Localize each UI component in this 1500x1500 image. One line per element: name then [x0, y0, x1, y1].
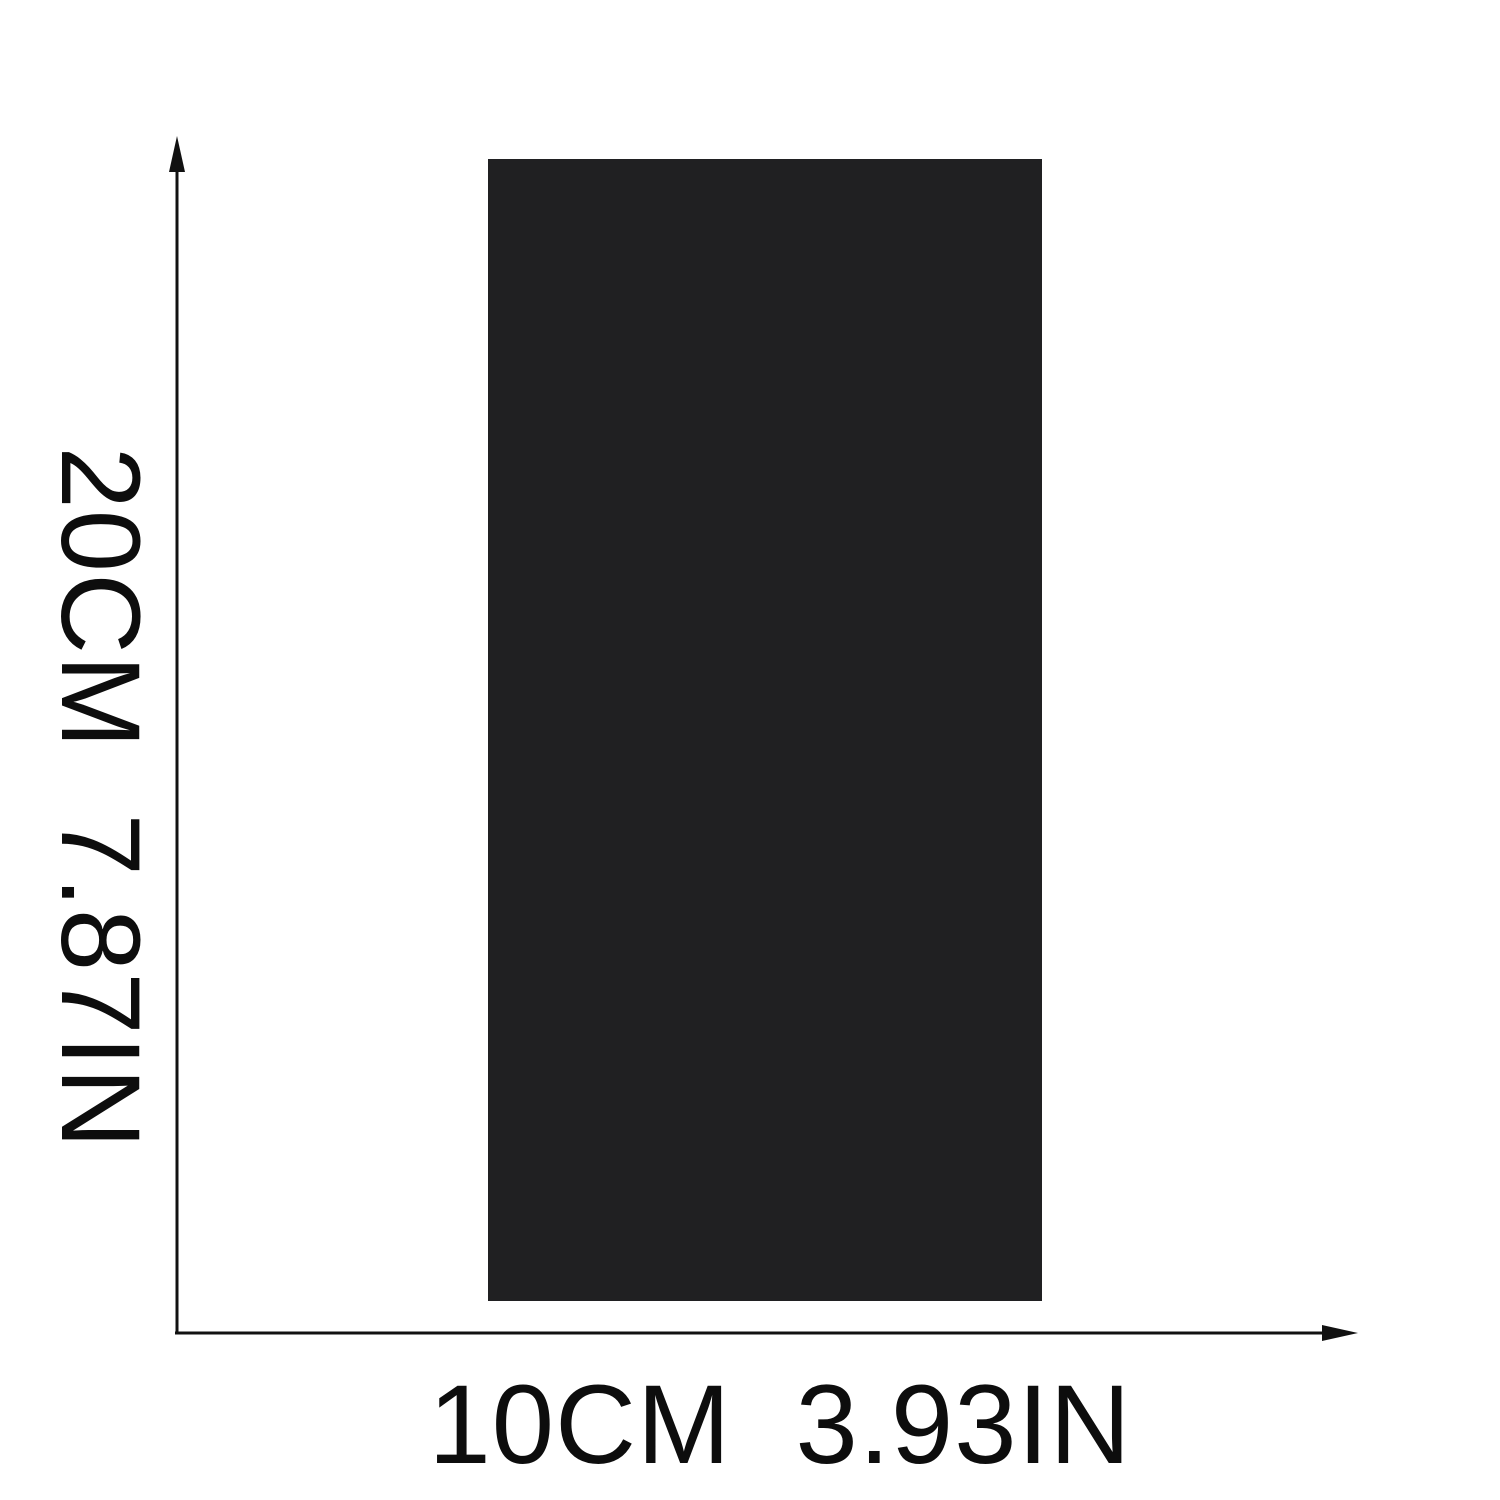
height-arrow-icon [169, 136, 185, 1333]
width-dimension-label: 10CM 3.93IN [428, 1362, 1132, 1487]
black-sheet [488, 159, 1042, 1301]
height-dimension-label: 20CM 7.87IN [38, 446, 163, 1150]
width-arrow-icon [175, 1325, 1358, 1341]
